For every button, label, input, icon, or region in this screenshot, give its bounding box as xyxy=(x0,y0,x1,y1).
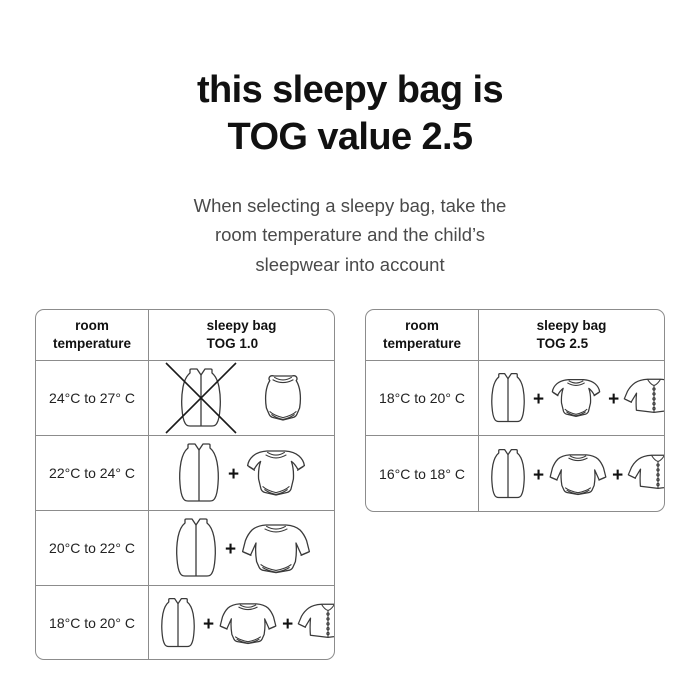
garment-list: + xyxy=(171,517,312,579)
row-garments-cell: + + xyxy=(479,361,664,435)
header-room-temperature: room temperature xyxy=(366,310,479,360)
row-temperature-cell: 18°C to 20° C xyxy=(366,361,479,435)
header-sleepy-bag-line-1: sleepy bag xyxy=(536,318,607,334)
page-subtitle-line-1: When selecting a sleepy bag, take the xyxy=(193,194,507,216)
plus-separator: + xyxy=(203,613,215,635)
header-room-temperature-label: room temperature xyxy=(53,317,131,353)
header-sleepy-bag-tog: sleepy bag TOG 1.0 xyxy=(149,310,334,360)
page-title: this sleepy bag is TOG value 2.5 xyxy=(0,67,700,160)
page-subtitle-line-2: room temperature and the child’s xyxy=(214,224,486,246)
page-title-line-2: TOG value 2.5 xyxy=(227,115,474,158)
sleeping-bag-icon xyxy=(174,442,224,504)
cardigan-icon xyxy=(623,374,664,422)
page-subtitle-line-3: sleepwear into account xyxy=(255,254,445,276)
plus-separator: + xyxy=(612,464,624,486)
sleeping-bag-crossed-out-icon xyxy=(164,362,237,434)
bodysuit-long-sleeve-icon xyxy=(218,598,278,648)
bodysuit-short-sleeve-icon xyxy=(243,443,309,503)
bodysuit-sleeveless-icon xyxy=(258,368,308,428)
row-temperature-cell: 16°C to 18° C xyxy=(366,436,479,511)
plus-separator: + xyxy=(533,388,545,410)
garment-list: + xyxy=(174,442,309,504)
plus-separator: + xyxy=(227,463,240,485)
garment-list: + + xyxy=(487,447,664,501)
row-temperature-cell: 22°C to 24° C xyxy=(36,436,149,510)
garment-list xyxy=(164,362,308,434)
sleeping-bag-icon xyxy=(487,447,529,501)
cardigan-icon xyxy=(297,599,334,647)
header-sleepy-bag-line-2: TOG 1.0 xyxy=(206,336,259,351)
row-garments-cell: + xyxy=(149,436,334,510)
header-room-temperature-label: room temperature xyxy=(383,317,461,353)
table-row: 22°C to 24° C + xyxy=(36,436,334,511)
header-sleepy-bag-label: sleepy bag TOG 1.0 xyxy=(207,317,277,353)
row-temperature-label: 22°C to 24° C xyxy=(49,465,135,481)
header-room-temperature-line-2: temperature xyxy=(52,336,132,351)
table-header-row: room temperature sleepy bag TOG 2.5 xyxy=(366,310,664,361)
header-sleepy-bag-line-1: sleepy bag xyxy=(206,318,277,334)
row-temperature-cell: 18°C to 20° C xyxy=(36,586,149,659)
row-temperature-label: 24°C to 27° C xyxy=(49,390,135,406)
row-temperature-cell: 20°C to 22° C xyxy=(36,511,149,585)
sleeping-bag-icon xyxy=(487,371,529,425)
header-room-temperature-line-2: temperature xyxy=(382,336,462,351)
header-room-temperature-line-1: room xyxy=(405,318,439,334)
page-title-line-1: this sleepy bag is xyxy=(197,69,504,112)
bodysuit-short-sleeve-icon xyxy=(548,373,604,423)
garment-list: + + xyxy=(157,596,334,650)
row-garments-cell: + + xyxy=(149,586,334,659)
tog-1-0-table: room temperature sleepy bag TOG 1.0 24°C… xyxy=(35,309,335,660)
tog-2-5-table: room temperature sleepy bag TOG 2.5 18°C… xyxy=(365,309,665,512)
cardigan-icon xyxy=(627,450,664,498)
table-row: 18°C to 20° C + xyxy=(366,361,664,436)
table-row: 18°C to 20° C + xyxy=(36,586,334,659)
header-room-temperature-line-1: room xyxy=(75,318,109,334)
plus-separator: + xyxy=(533,464,545,486)
row-temperature-label: 20°C to 22° C xyxy=(49,540,135,556)
bodysuit-long-sleeve-icon xyxy=(548,449,608,499)
sleeping-bag-icon xyxy=(157,596,199,650)
row-garments-cell: + + xyxy=(479,436,664,511)
row-temperature-label: 16°C to 18° C xyxy=(379,466,465,482)
garment-list: + + xyxy=(487,371,664,425)
header-room-temperature: room temperature xyxy=(36,310,149,360)
table-row: 16°C to 18° C + xyxy=(366,436,664,511)
plus-separator: + xyxy=(282,613,294,635)
header-sleepy-bag-tog: sleepy bag TOG 2.5 xyxy=(479,310,664,360)
header-sleepy-bag-line-2: TOG 2.5 xyxy=(536,336,589,351)
row-temperature-label: 18°C to 20° C xyxy=(49,615,135,631)
table-row: 24°C to 27° C xyxy=(36,361,334,436)
row-garments-cell xyxy=(149,361,334,435)
bodysuit-long-sleeve-icon xyxy=(240,518,312,578)
page-subtitle: When selecting a sleepy bag, take the ro… xyxy=(120,191,580,281)
row-garments-cell: + xyxy=(149,511,334,585)
plus-separator: + xyxy=(224,538,237,560)
table-header-row: room temperature sleepy bag TOG 1.0 xyxy=(36,310,334,361)
row-temperature-label: 18°C to 20° C xyxy=(379,390,465,406)
sleeping-bag-icon xyxy=(171,517,221,579)
row-temperature-cell: 24°C to 27° C xyxy=(36,361,149,435)
plus-separator: + xyxy=(608,388,620,410)
header-sleepy-bag-label: sleepy bag TOG 2.5 xyxy=(537,317,607,353)
table-row: 20°C to 22° C + xyxy=(36,511,334,586)
